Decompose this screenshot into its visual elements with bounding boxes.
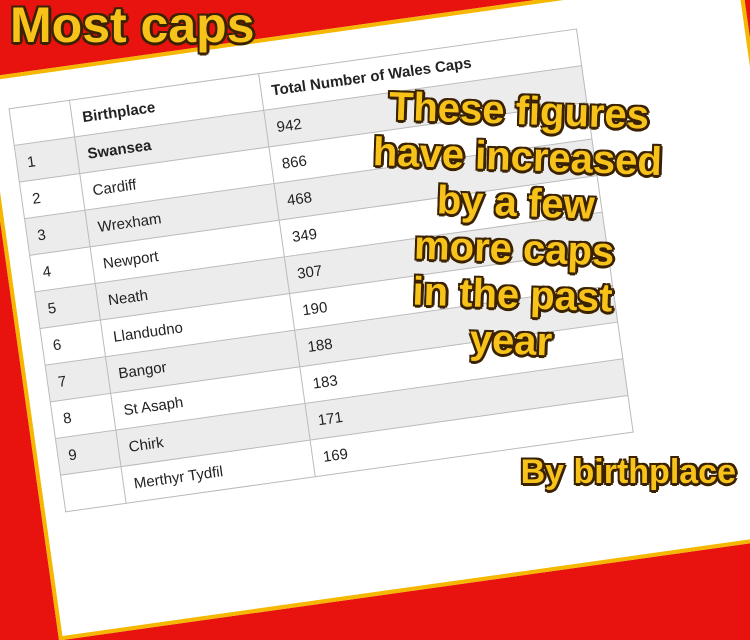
note: These figures have increased by a few more …	[355, 83, 674, 370]
title: Most caps	[10, 0, 255, 53]
subtitle: By birthplace	[520, 453, 736, 491]
rank-cell	[60, 466, 127, 512]
